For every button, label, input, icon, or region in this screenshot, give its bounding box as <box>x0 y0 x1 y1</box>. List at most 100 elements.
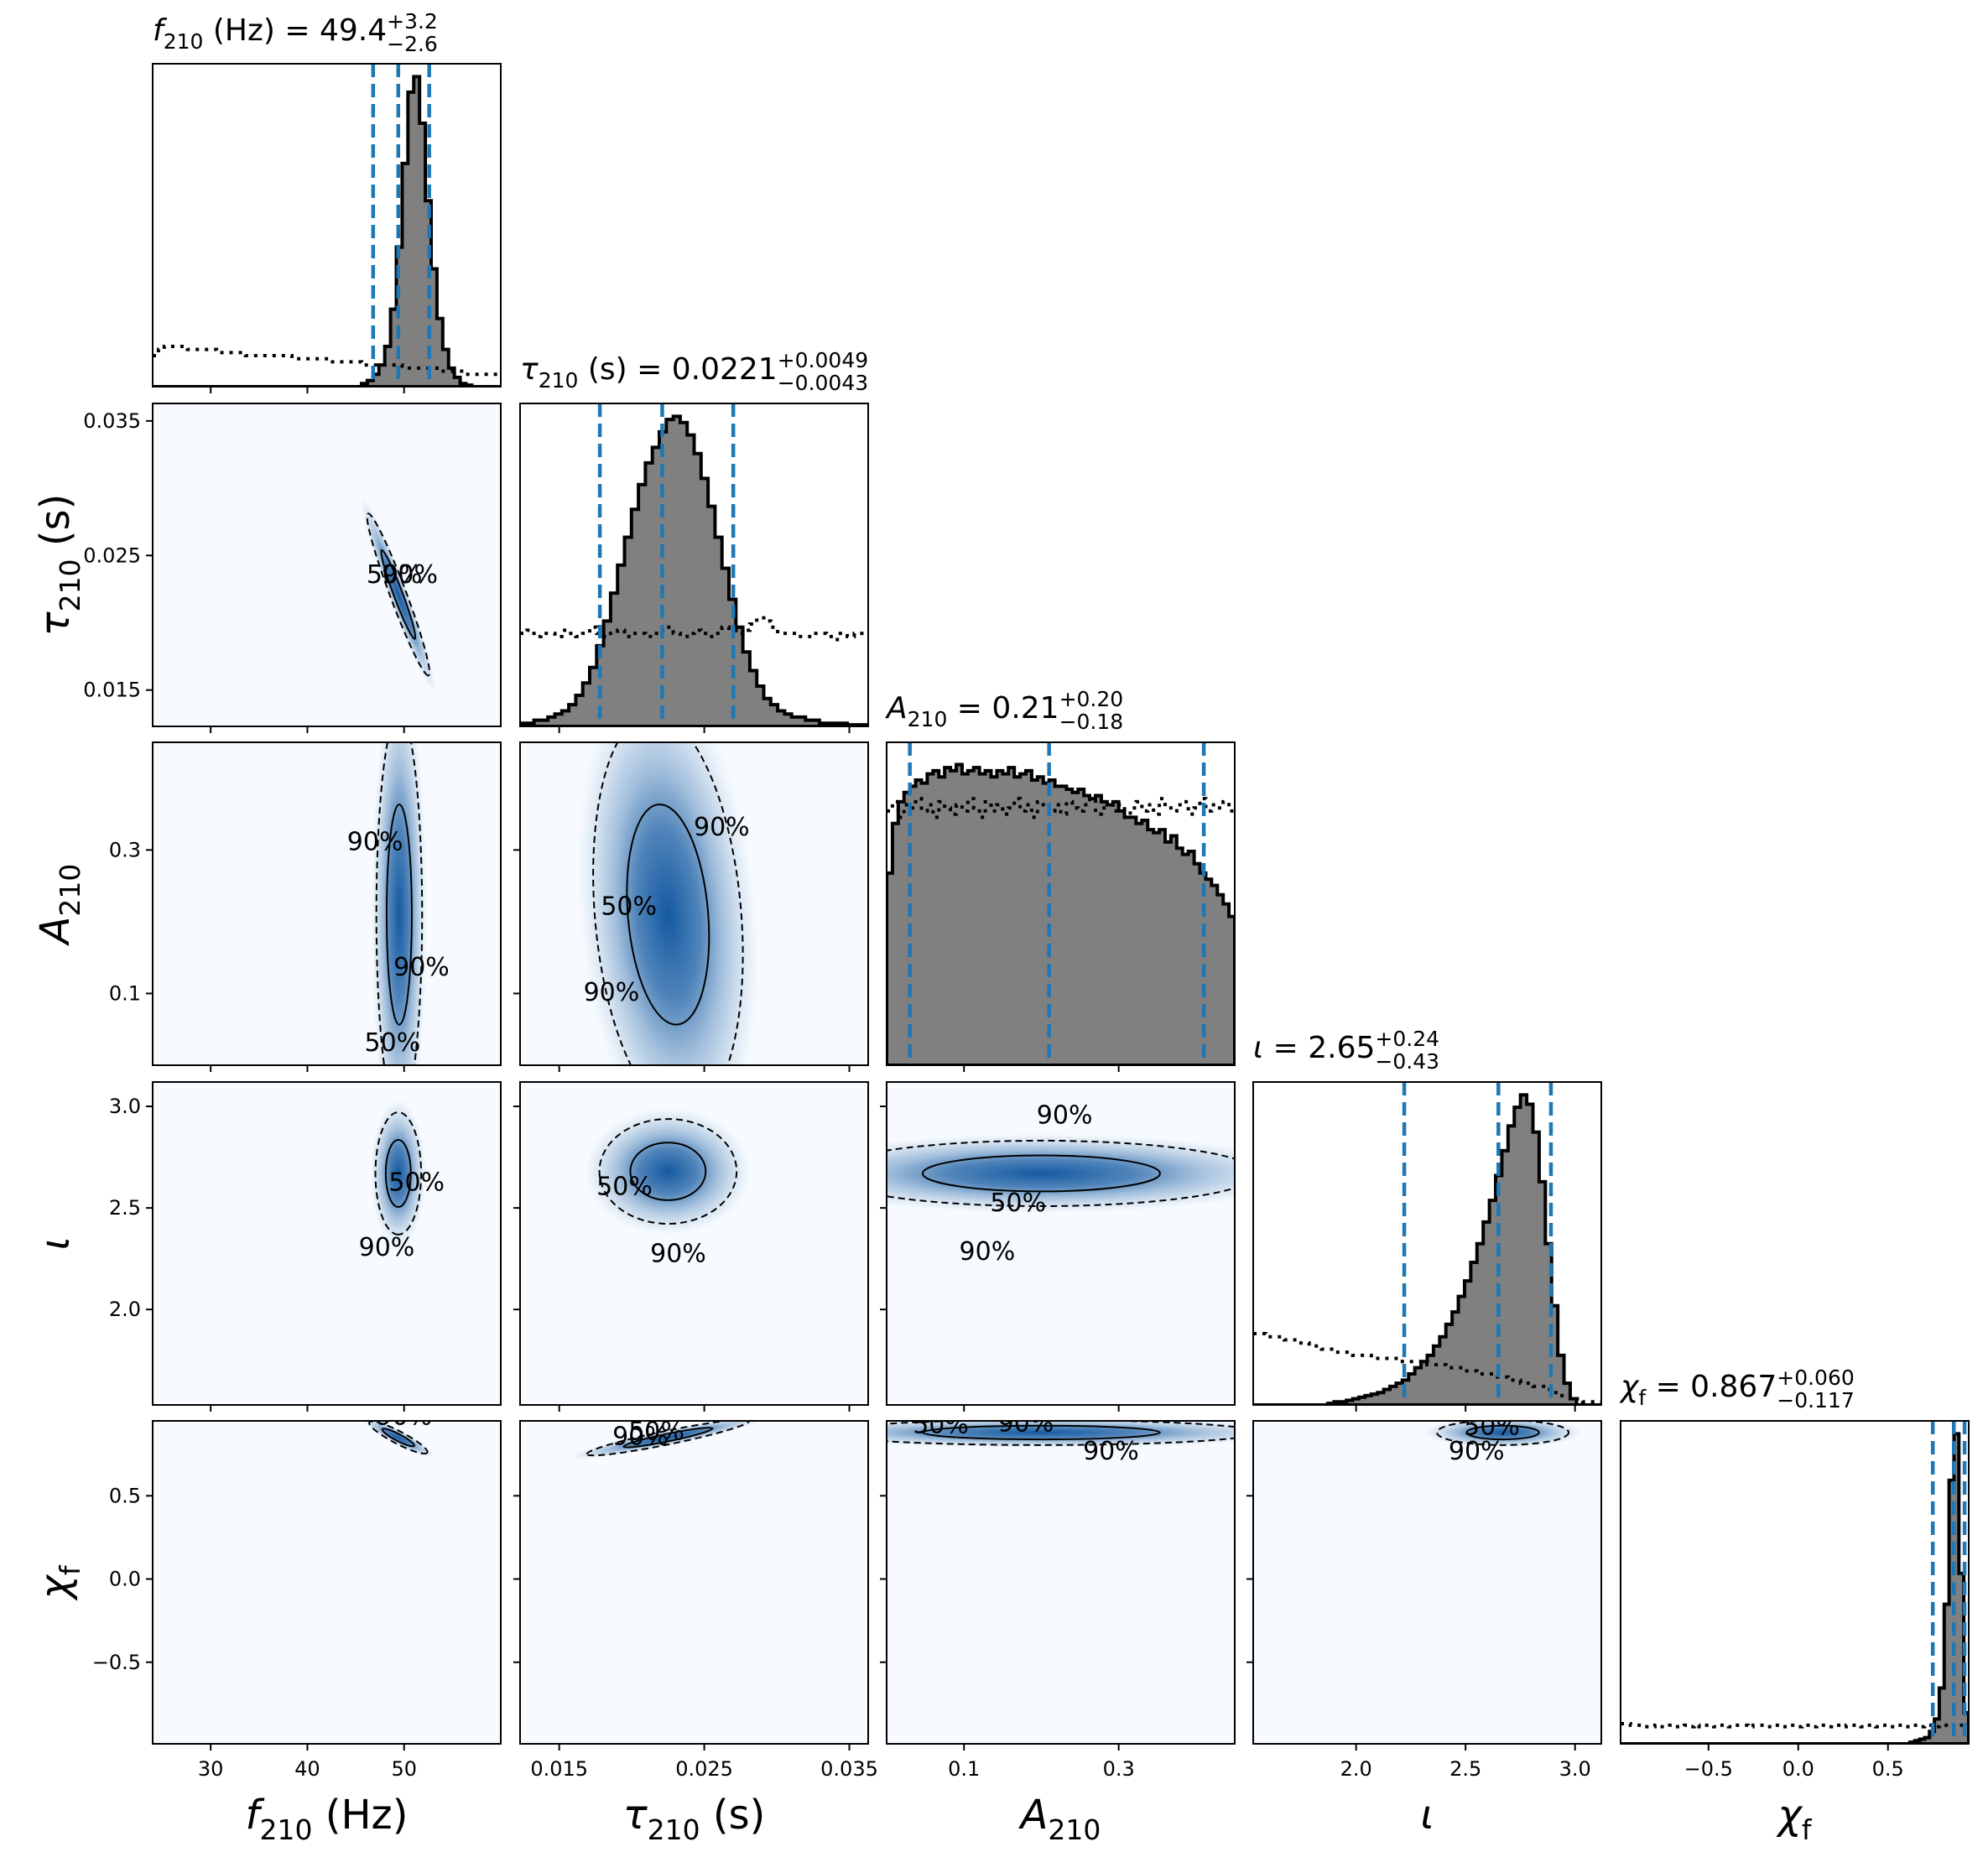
panel-frame <box>1252 1081 1602 1406</box>
panel-tau-tau: τ210 (s) = 0.0221+0.0049 −0.0043 <box>519 348 869 733</box>
x-tick-label: 0.015 <box>530 1757 588 1781</box>
y-tick-label: 2.0 <box>109 1298 141 1321</box>
y-tick-label: 2.5 <box>109 1196 141 1220</box>
axis-labels: f210 (Hz) τ210 (s) τ210 (s) A210 A210 ι ι χf χf <box>32 494 1813 1846</box>
contour-label: 90% <box>650 1239 706 1268</box>
y-axis-label-chi: χf <box>32 1564 86 1601</box>
panel-frame <box>152 741 502 1066</box>
contour-90 <box>1436 1421 1570 1446</box>
contour-50 <box>921 1424 1161 1441</box>
x-axis-label-A: A210 <box>1018 1792 1101 1846</box>
panel-iota-iota: ι = 2.65+0.24 −0.43 <box>1252 1027 1602 1412</box>
contour-label: 90% <box>612 1422 669 1451</box>
histogram-fill-f <box>153 76 501 387</box>
histogram-outline-A <box>887 762 1235 1065</box>
contour-50 <box>629 1142 707 1201</box>
x-tick-label: 2.0 <box>1340 1757 1372 1781</box>
panel-frame <box>886 741 1236 1066</box>
density-bg <box>520 1421 868 1744</box>
histogram-outline-chi <box>1621 1432 1969 1744</box>
density-bg <box>153 742 501 1065</box>
y-tick-label: −0.5 <box>92 1651 141 1674</box>
title-chi: χf = 0.867+0.060 −0.117 <box>1619 1366 1855 1412</box>
contour-90 <box>368 1421 429 1455</box>
density-bg <box>1253 1421 1601 1744</box>
contour-label: 50% <box>913 1410 969 1439</box>
density-bg <box>153 403 501 726</box>
panel-chi-A: 50% 90% 90% 0.1 0.3 <box>880 1408 1236 1781</box>
contour-50 <box>626 804 710 1026</box>
panel-A-A: A210 = 0.21+0.20 −0.18 <box>885 687 1236 1072</box>
x-tick-label: 0.5 <box>1872 1757 1904 1781</box>
x-tick-label: 0.3 <box>1103 1757 1135 1781</box>
contour-label: 50% <box>990 1189 1046 1218</box>
y-tick-label: 3.0 <box>109 1095 141 1118</box>
contour-label: 90% <box>1449 1437 1505 1466</box>
x-tick-label: −0.5 <box>1684 1757 1733 1781</box>
panel-iota-tau: 50% 90% <box>513 1081 869 1412</box>
title-f: f210 (Hz) = 49.4+3.2 −2.6 <box>153 9 438 56</box>
title-A: A210 = 0.21+0.20 −0.18 <box>885 687 1123 734</box>
x-axis-label-chi: χf <box>1775 1792 1812 1846</box>
panel-iota-f: 50% 90% 2.0 2.5 3.0 <box>109 1081 502 1412</box>
contour-90 <box>374 1111 423 1236</box>
contour-90 <box>887 1139 1235 1207</box>
panel-A-f: 90% 90% 50% 0.1 0.3 <box>109 741 502 1072</box>
panel-frame <box>886 1420 1236 1745</box>
contour-label: 90% <box>998 1408 1054 1438</box>
contour-label: 90% <box>382 560 438 590</box>
contour-label: 50% <box>1464 1412 1520 1441</box>
histogram-fill-tau <box>520 416 868 726</box>
x-tick-label: 3.0 <box>1559 1757 1591 1781</box>
contour-label: 90% <box>393 953 450 982</box>
x-tick-label: 0.0 <box>1782 1757 1814 1781</box>
histogram-outline-f <box>153 75 501 387</box>
x-tick-label: 0.1 <box>948 1757 980 1781</box>
panel-f-f: f210 (Hz) = 49.4+3.2 −2.6 <box>152 9 502 393</box>
contour-label: 50% <box>601 892 657 921</box>
panel-frame <box>1252 1420 1602 1745</box>
density-blob <box>371 742 427 1065</box>
panel-frame <box>152 1081 502 1406</box>
x-tick-label: 30 <box>198 1757 224 1781</box>
contour-90 <box>592 742 744 1065</box>
histogram-outline-iota <box>1253 1093 1601 1405</box>
contour-label: 90% <box>584 978 640 1007</box>
density-blob <box>1423 1421 1583 1448</box>
contour-50 <box>1465 1424 1540 1441</box>
x-tick-label: 0.025 <box>675 1757 733 1781</box>
panel-frame <box>886 1081 1236 1406</box>
density-bg <box>887 1082 1235 1405</box>
prior-histogram-chi <box>1621 1721 1969 1729</box>
panel-frame <box>152 1420 502 1745</box>
density-bg <box>153 1082 501 1405</box>
title-iota: ι = 2.65+0.24 −0.43 <box>1253 1027 1439 1074</box>
y-tick-label: 0.1 <box>109 981 141 1005</box>
contour-label: 90% <box>1037 1101 1093 1131</box>
panel-chi-f: 90% 30 40 50 −0.5 0.0 0.5 <box>92 1420 502 1781</box>
contour-label: 50% <box>388 1168 445 1198</box>
y-axis-label-tau: τ210 (s) <box>32 494 86 637</box>
histogram-outline-tau <box>520 414 868 726</box>
panel-tau-f: 50%90% 0.015 0.025 0.035 <box>83 403 502 733</box>
y-tick-label: 0.015 <box>83 679 141 702</box>
panel-frame <box>519 1081 869 1406</box>
density-blob <box>577 742 759 1065</box>
contour-90 <box>375 742 424 1065</box>
contour-label: 90% <box>1083 1437 1139 1466</box>
histogram-fill-chi <box>1621 1433 1969 1744</box>
contour-50 <box>385 804 413 1026</box>
panel-chi-iota: 50%90% 2.0 2.5 3.0 <box>1246 1412 1602 1781</box>
y-tick-label: 0.5 <box>109 1484 141 1507</box>
contour-50 <box>380 549 417 640</box>
panel-frame <box>519 741 869 1066</box>
contour-90 <box>366 512 430 677</box>
x-tick-label: 40 <box>294 1757 320 1781</box>
contour-label: 90% <box>694 813 750 842</box>
contour-label: 50% <box>596 1172 653 1201</box>
histogram-fill-A <box>887 764 1235 1065</box>
density-bg <box>153 1421 501 1744</box>
prior-histogram-A <box>887 797 1235 819</box>
panel-frame <box>152 403 502 727</box>
